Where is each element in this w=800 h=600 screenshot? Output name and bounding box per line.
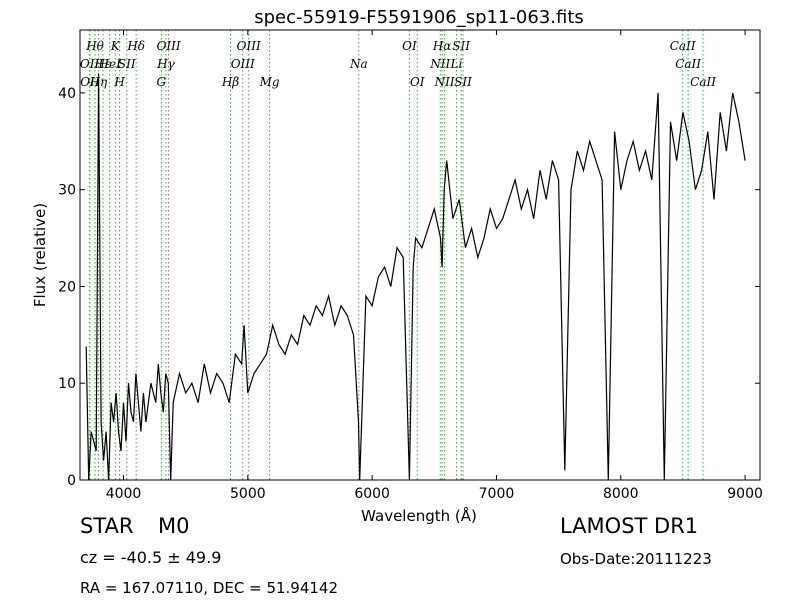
marker-label-18: OI [402, 39, 417, 53]
marker-label-11: Hγ [156, 57, 175, 71]
marker-label-16: Mg [259, 75, 280, 89]
obs-date: Obs-Date:20111223 [560, 550, 712, 568]
x-axis: 4000 5000 6000 7000 8000 9000 [106, 30, 763, 502]
chart-title: spec-55919-F5591906_sp11-063.fits [254, 7, 584, 28]
line-markers: OIIOIIHθHηHεHeIKHSIIHδGHγOIIIHβOIIIOIIIM… [80, 30, 716, 480]
y-tick-label-0: 0 [67, 473, 76, 489]
x-tick-label-2: 6000 [354, 486, 390, 502]
marker-label-15: OIII [237, 39, 261, 53]
marker-label-9: Hδ [126, 39, 145, 53]
x-tick-label-3: 7000 [479, 486, 515, 502]
marker-label-26: CaII [670, 39, 696, 53]
x-axis-label: Wavelength (Å) [361, 506, 477, 525]
marker-label-25: SII [454, 75, 472, 89]
marker-label-12: OIII [157, 39, 181, 53]
plot-frame [79, 29, 761, 481]
marker-label-14: OIII [231, 57, 255, 71]
marker-label-20: NII [429, 57, 450, 71]
x-tick-label-5: 9000 [727, 486, 763, 502]
spectrum-series [85, 73, 746, 480]
marker-label-28: CaII [690, 75, 716, 89]
marker-label-27: CaII [675, 57, 701, 71]
x-tick-label-0: 4000 [106, 486, 142, 502]
x-tick-label-1: 5000 [230, 486, 266, 502]
y-tick-label-1: 10 [58, 376, 76, 392]
redshift-cz: cz = -40.5 ± 49.9 [80, 548, 222, 567]
marker-label-23: Li [450, 57, 463, 71]
marker-label-13: Hβ [221, 75, 239, 89]
marker-label-21: Hα [432, 39, 452, 53]
object-class: STAR [80, 514, 134, 538]
object-subclass: M0 [158, 514, 190, 538]
coordinates: RA = 167.07110, DEC = 51.94142 [80, 579, 339, 597]
y-axis: 0 10 20 30 40 [58, 86, 760, 489]
marker-label-17: Na [349, 57, 368, 71]
x-tick-label-4: 8000 [603, 486, 639, 502]
y-tick-label-3: 30 [58, 183, 76, 199]
marker-label-2: Hθ [85, 39, 104, 53]
y-tick-label-2: 20 [58, 279, 76, 295]
marker-label-7: H [113, 75, 125, 89]
marker-label-4: Hε [94, 57, 112, 71]
marker-label-24: SII [452, 39, 470, 53]
marker-label-19: OI [410, 75, 425, 89]
y-tick-label-4: 40 [58, 86, 76, 102]
survey-name: LAMOST DR1 [560, 514, 699, 538]
marker-label-8: SII [118, 57, 136, 71]
spectrum-line-0 [85, 73, 746, 480]
marker-label-22: NII [434, 75, 455, 89]
marker-label-10: G [157, 75, 167, 89]
y-axis-label: Flux (relative) [31, 203, 49, 307]
marker-label-6: K [110, 39, 121, 53]
